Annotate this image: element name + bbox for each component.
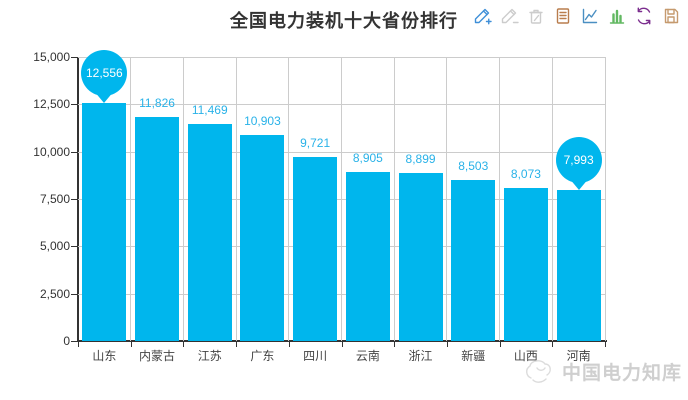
x-axis-label: 云南 <box>355 349 380 363</box>
watermark-logo <box>526 360 551 383</box>
gridline-v <box>446 57 448 341</box>
save-image-icon[interactable] <box>660 5 682 27</box>
watermark-text: 中国电力知库 <box>561 362 682 384</box>
x-axis-tick <box>552 342 554 347</box>
bar-value-label: 8,503 <box>458 159 489 173</box>
bar-chart-icon[interactable] <box>606 5 628 27</box>
markpoint-label: 7,993 <box>555 136 602 183</box>
gridline-v <box>499 57 501 341</box>
bar-9[interactable] <box>556 189 601 341</box>
y-axis-label: 0 <box>63 334 70 348</box>
y-axis-label: 2,500 <box>39 286 70 301</box>
x-axis-tick <box>236 342 238 347</box>
bar-value-label: 9,721 <box>300 135 331 150</box>
bar-2[interactable] <box>187 123 232 341</box>
x-axis-tick <box>446 342 448 347</box>
gridline-v <box>393 57 395 341</box>
y-axis-label: 12,500 <box>33 97 70 112</box>
x-axis-label: 河南 <box>566 349 591 363</box>
bar-6[interactable] <box>398 172 443 341</box>
x-axis-tick <box>394 342 396 347</box>
y-axis-tick <box>71 104 77 106</box>
y-axis-tick <box>71 57 77 58</box>
gridline-v <box>551 57 553 341</box>
x-axis-label: 山西 <box>513 349 538 363</box>
gridline-v <box>130 57 132 341</box>
bar-value-label: 11,826 <box>139 96 175 111</box>
y-axis-label: 7,500 <box>39 192 70 206</box>
y-axis-tick <box>71 246 77 248</box>
data-view-icon[interactable] <box>552 5 574 27</box>
y-axis-label: 15,000 <box>33 50 70 64</box>
bar-1[interactable] <box>135 117 180 341</box>
bar-8[interactable] <box>503 188 548 341</box>
y-axis-tick <box>71 151 77 153</box>
bar-3[interactable] <box>240 134 285 341</box>
plot-area: 11,826 11,469 10,903 9,721 8,905 8,899 8,503 8,… <box>78 50 606 341</box>
bar-value-label: 11,469 <box>191 102 228 117</box>
bar-value-label: 8,073 <box>510 167 541 182</box>
gridline-v <box>182 57 184 341</box>
x-axis-tick <box>341 342 343 347</box>
bar-0[interactable] <box>82 103 127 341</box>
gridline-v <box>288 57 290 341</box>
x-axis-tick <box>499 342 501 347</box>
bar-value-label: 8,905 <box>352 151 383 166</box>
markpoint-tail <box>94 91 115 104</box>
y-axis-tick <box>71 293 77 295</box>
markpoint-min: 7,993 <box>555 136 602 190</box>
bar-value-label: 10,903 <box>244 113 281 128</box>
x-axis-tick <box>183 342 185 347</box>
bar-value-label: 8,899 <box>405 151 436 166</box>
gridline-v <box>235 57 237 341</box>
markpoint-max: 12,556 <box>81 50 128 104</box>
y-axis-label: 10,000 <box>33 144 70 159</box>
edit-add-icon[interactable] <box>471 5 493 27</box>
gridline-v <box>341 57 342 341</box>
x-axis-label: 新疆 <box>461 349 486 363</box>
watermark: 中国电力知库 <box>523 356 682 386</box>
x-axis-label: 四川 <box>303 349 328 363</box>
x-axis-tick <box>288 342 290 347</box>
x-axis-tick <box>78 342 79 347</box>
y-axis-label: 5,000 <box>39 239 70 254</box>
x-axis-label: 江苏 <box>197 349 222 363</box>
x-axis-label: 浙江 <box>408 349 433 363</box>
toolbar <box>471 5 682 27</box>
y-axis-tick <box>71 341 77 342</box>
x-axis-tick <box>605 342 606 347</box>
delete-icon <box>525 5 547 27</box>
x-axis-label: 广东 <box>250 349 275 363</box>
gridline-v <box>604 57 606 341</box>
bar-4[interactable] <box>293 156 338 341</box>
chart-title: 全国电力装机十大省份排行 <box>230 11 458 31</box>
x-axis-line <box>77 340 607 342</box>
edit-remove-icon <box>498 5 520 27</box>
x-axis-label: 内蒙古 <box>139 349 176 363</box>
y-axis-tick <box>71 199 77 200</box>
restore-icon[interactable] <box>633 5 655 27</box>
x-axis-label: 山东 <box>92 349 117 363</box>
markpoint-tail <box>568 177 589 190</box>
line-chart-icon[interactable] <box>579 5 601 27</box>
bar-7[interactable] <box>451 180 496 341</box>
x-axis-tick <box>130 342 132 347</box>
markpoint-label: 12,556 <box>81 50 128 97</box>
bar-5[interactable] <box>345 172 390 341</box>
